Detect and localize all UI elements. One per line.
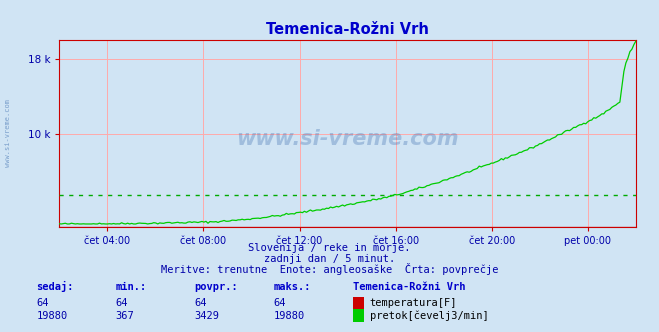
- Text: pretok[čevelj3/min]: pretok[čevelj3/min]: [370, 310, 488, 321]
- Text: www.si-vreme.com: www.si-vreme.com: [5, 99, 11, 167]
- Text: min.:: min.:: [115, 283, 146, 292]
- Text: Meritve: trenutne  Enote: angleosaške  Črta: povprečje: Meritve: trenutne Enote: angleosaške Črt…: [161, 263, 498, 275]
- Text: maks.:: maks.:: [273, 283, 311, 292]
- Title: Temenica-Rožni Vrh: Temenica-Rožni Vrh: [266, 22, 429, 37]
- Text: 64: 64: [273, 298, 286, 308]
- Text: 367: 367: [115, 311, 134, 321]
- Text: 64: 64: [36, 298, 49, 308]
- Text: Temenica-Rožni Vrh: Temenica-Rožni Vrh: [353, 283, 465, 292]
- Text: 64: 64: [194, 298, 207, 308]
- Text: 19880: 19880: [273, 311, 304, 321]
- Text: temperatura[F]: temperatura[F]: [370, 298, 457, 308]
- Text: sedaj:: sedaj:: [36, 282, 74, 292]
- Text: www.si-vreme.com: www.si-vreme.com: [237, 129, 459, 149]
- Text: Slovenija / reke in morje.: Slovenija / reke in morje.: [248, 243, 411, 253]
- Text: 64: 64: [115, 298, 128, 308]
- Text: 19880: 19880: [36, 311, 67, 321]
- Text: povpr.:: povpr.:: [194, 283, 238, 292]
- Text: 3429: 3429: [194, 311, 219, 321]
- Text: zadnji dan / 5 minut.: zadnji dan / 5 minut.: [264, 254, 395, 264]
